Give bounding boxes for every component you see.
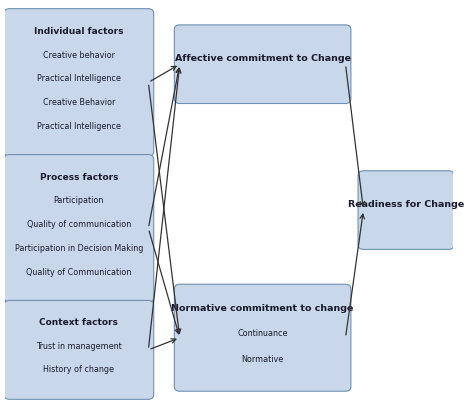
Text: Trust in management: Trust in management (36, 342, 122, 351)
Text: Practical Intelligence: Practical Intelligence (37, 122, 121, 131)
Text: Individual factors: Individual factors (34, 27, 124, 36)
Text: Continuance: Continuance (237, 329, 288, 338)
Text: Creative behavior: Creative behavior (43, 51, 115, 60)
Text: Affective commitment to Change: Affective commitment to Change (174, 54, 351, 63)
FancyBboxPatch shape (174, 284, 351, 391)
FancyBboxPatch shape (174, 25, 351, 104)
FancyBboxPatch shape (4, 155, 154, 302)
Text: Context factors: Context factors (39, 318, 118, 327)
Text: Normative: Normative (241, 355, 284, 364)
FancyBboxPatch shape (4, 300, 154, 399)
Text: Process factors: Process factors (40, 173, 118, 182)
Text: Readiness for Change: Readiness for Change (348, 200, 464, 209)
Text: Quality of communication: Quality of communication (27, 220, 131, 229)
Text: Participation in Decision Making: Participation in Decision Making (15, 244, 143, 253)
Text: Practical Intelligence: Practical Intelligence (37, 74, 121, 83)
Text: Participation: Participation (54, 197, 104, 206)
Text: Creative Behavior: Creative Behavior (43, 98, 115, 107)
FancyBboxPatch shape (358, 171, 454, 249)
Text: Normative commitment to change: Normative commitment to change (172, 304, 354, 313)
Text: Quality of Communication: Quality of Communication (26, 268, 132, 277)
FancyBboxPatch shape (4, 9, 154, 156)
Text: History of change: History of change (44, 365, 114, 374)
